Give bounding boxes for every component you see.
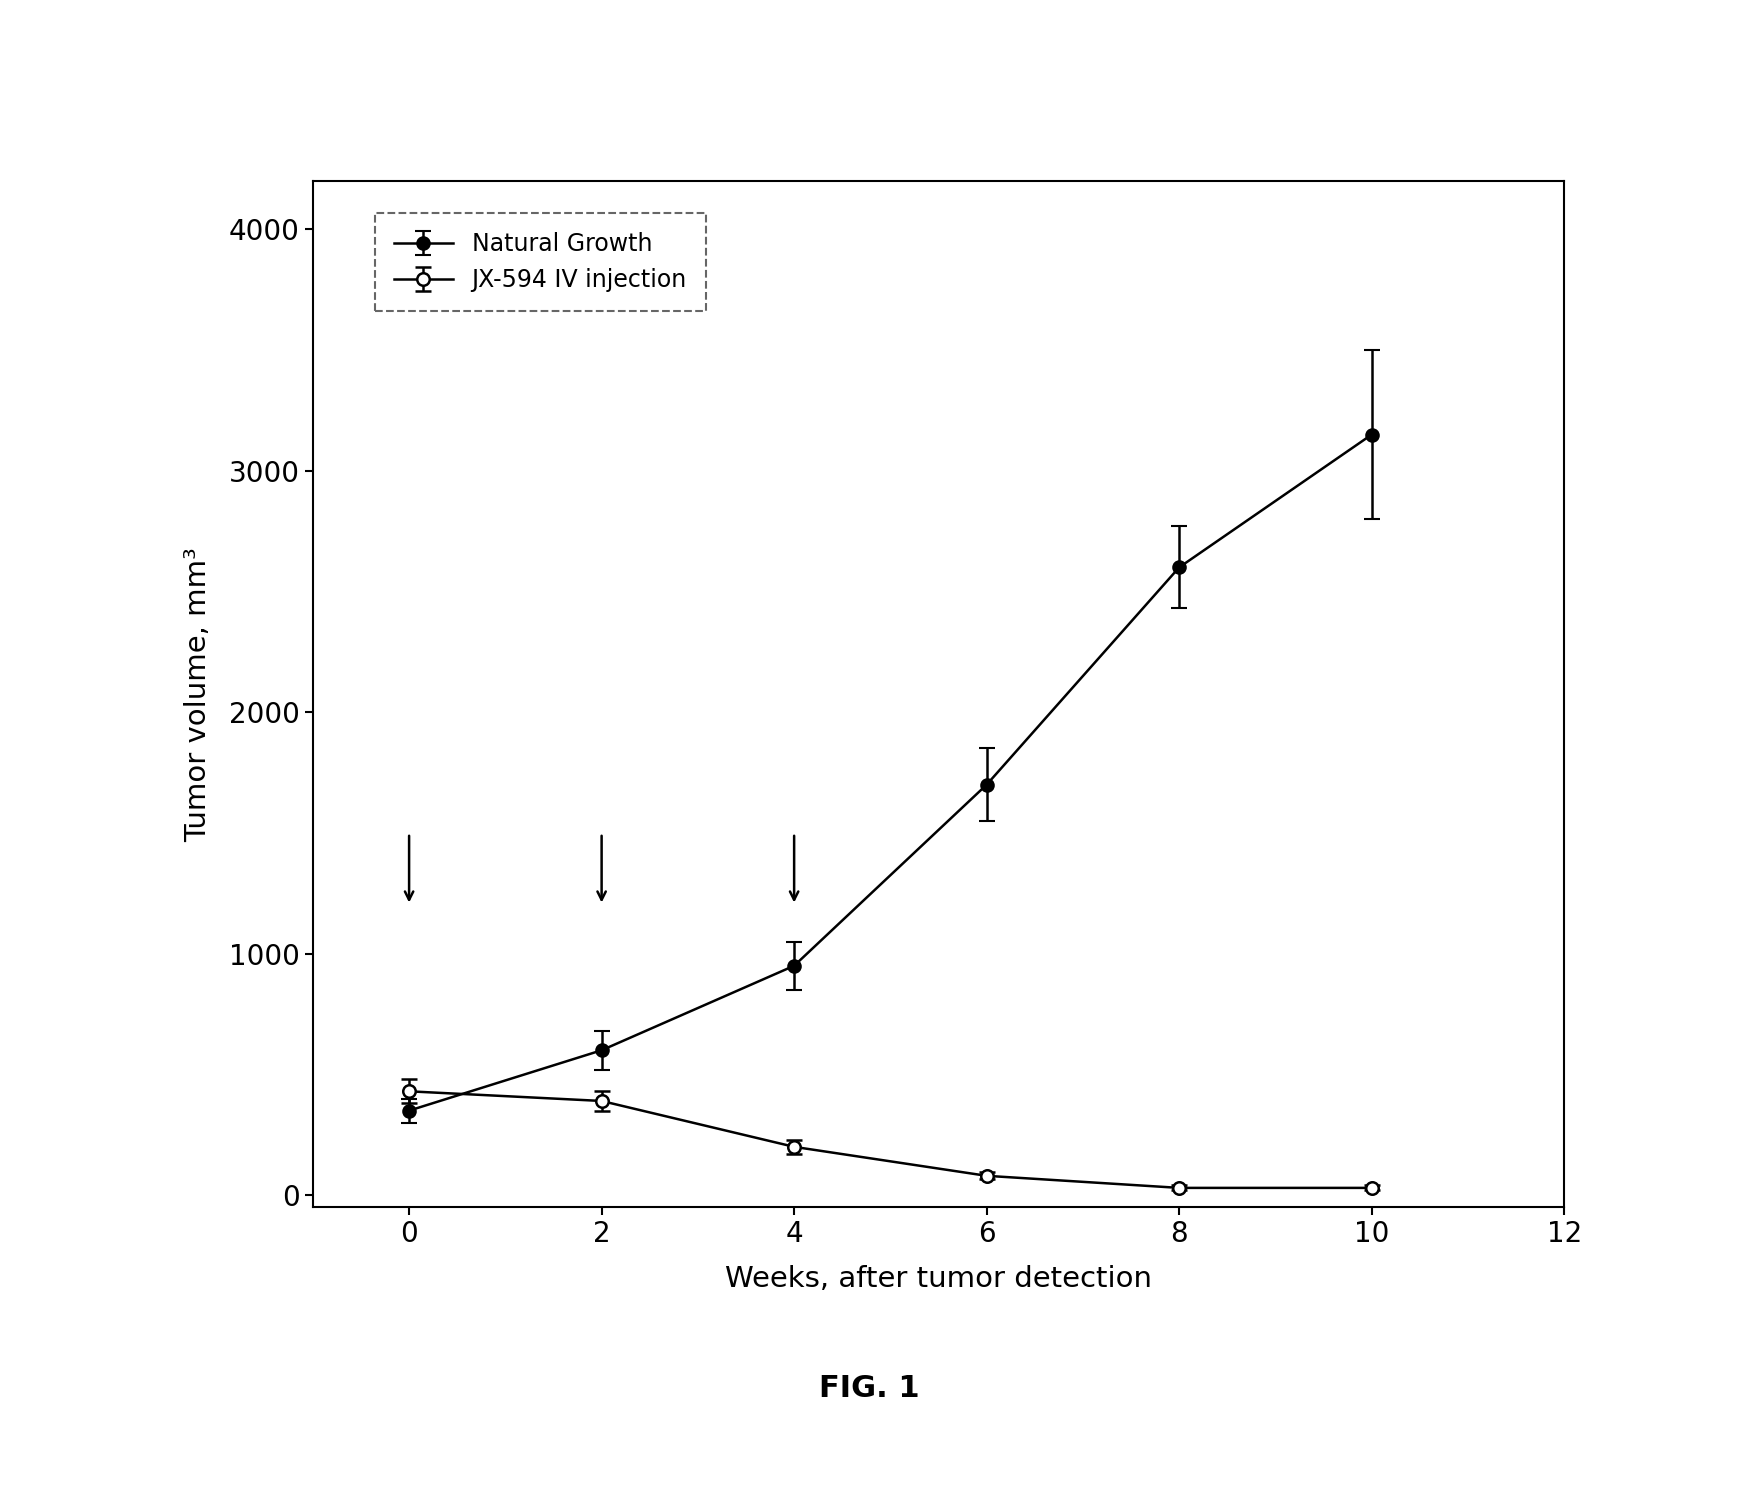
Y-axis label: Tumor volume, mm³: Tumor volume, mm³ xyxy=(184,546,212,842)
Legend: Natural Growth, JX-594 IV injection: Natural Growth, JX-594 IV injection xyxy=(375,213,706,311)
Text: FIG. 1: FIG. 1 xyxy=(819,1373,919,1403)
X-axis label: Weeks, after tumor detection: Weeks, after tumor detection xyxy=(725,1265,1152,1293)
